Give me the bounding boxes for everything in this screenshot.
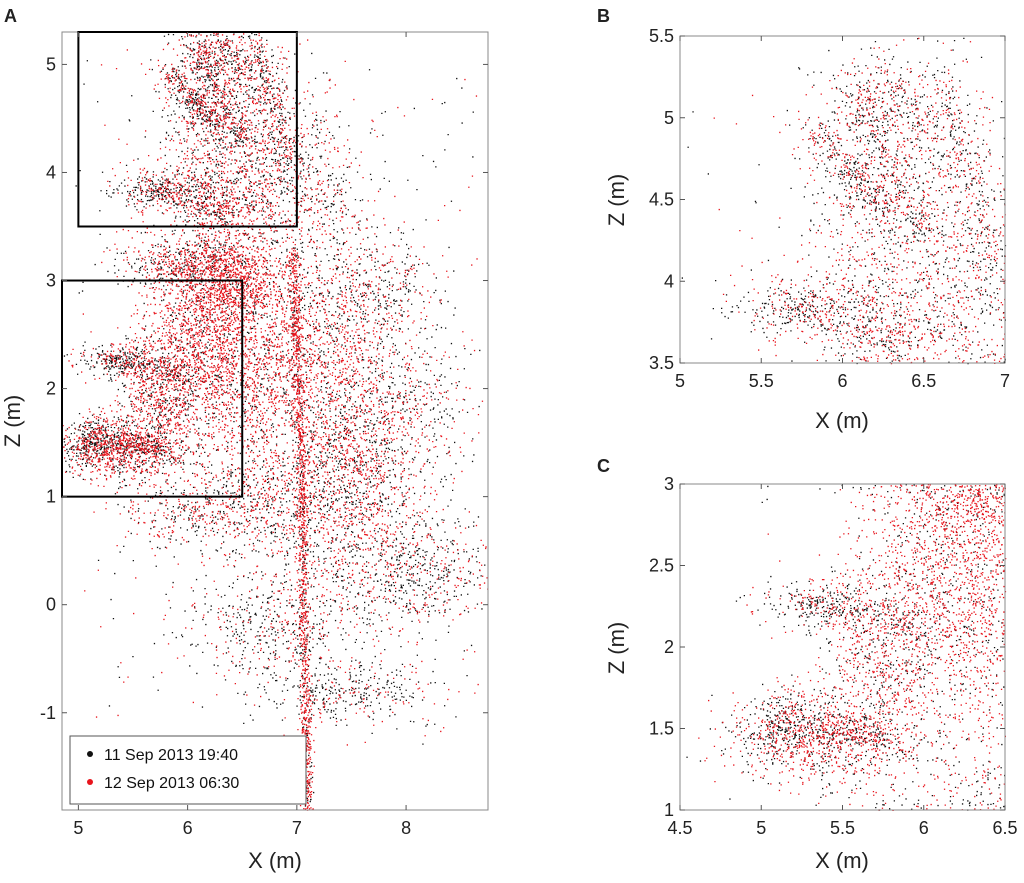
panel-a-y-tick-label: 2 <box>46 379 56 399</box>
panel-c-y-tick-label: 1 <box>664 800 674 820</box>
legend-marker-sep11 <box>87 751 93 757</box>
panel-c-y-axis-label: Z (m) <box>604 622 629 675</box>
panel-b-points-sep11 <box>681 37 1007 365</box>
panel-c-x-tick-label: 4.5 <box>667 818 692 838</box>
panel-b: B 5 5.5 6 6.5 7 3.5 4 4.5 5 5.5 X (m) Z (m) <box>597 6 1010 433</box>
panel-b-y-tick-label: 3.5 <box>649 353 674 373</box>
panel-a-y-axis-label: Z (m) <box>0 395 25 448</box>
panel-a-y-tick-label: -1 <box>40 703 56 723</box>
panel-c-x-tick-label: 6 <box>919 818 929 838</box>
panel-b-ticks: 5 5.5 6 6.5 7 3.5 4 4.5 5 5.5 <box>649 26 1010 391</box>
panel-b-y-tick-label: 4 <box>664 271 674 291</box>
panel-c-y-tick-label: 2 <box>664 637 674 657</box>
panel-c-x-tick-label: 5 <box>756 818 766 838</box>
panel-b-x-tick-label: 5 <box>675 371 685 391</box>
panel-c-y-tick-label: 2.5 <box>649 556 674 576</box>
panel-a-x-tick-label: 5 <box>73 818 83 838</box>
legend-marker-sep12 <box>87 779 93 785</box>
panel-a-points-sep11 <box>63 32 486 807</box>
panel-a: A 5 6 7 8 -1 0 1 2 3 4 5 X (m) Z (m) 11 Sep 2013 1… <box>0 6 489 873</box>
panel-a-y-tick-label: 3 <box>46 271 56 291</box>
panel-c-ticks: 4.5 5 5.5 6 6.5 1 1.5 2 2.5 3 <box>649 474 1018 838</box>
panel-a-x-tick-label: 8 <box>401 818 411 838</box>
panel-b-x-axis-label: X (m) <box>815 408 869 433</box>
panel-b-x-tick-label: 7 <box>1000 371 1010 391</box>
panel-c-x-axis-label: X (m) <box>815 848 869 873</box>
panel-b-y-tick-label: 5.5 <box>649 26 674 46</box>
panel-a-x-axis-label: X (m) <box>248 848 302 873</box>
panel-b-x-tick-label: 5.5 <box>749 371 774 391</box>
panel-a-y-tick-label: 1 <box>46 487 56 507</box>
panel-b-axes-frame <box>679 35 1006 364</box>
panel-c-points-sep12 <box>698 484 1007 811</box>
panel-c: C 4.5 5 5.5 6 6.5 1 1.5 2 2.5 3 X (m) Z (m) <box>597 456 1018 873</box>
legend-box <box>69 735 307 805</box>
panel-a-y-tick-label: 5 <box>46 54 56 74</box>
legend-label-sep11: 11 Sep 2013 19:40 <box>104 747 238 764</box>
panel-a-label: A <box>4 6 17 26</box>
panel-c-x-tick-label: 5.5 <box>830 818 855 838</box>
panel-b-label: B <box>597 6 610 26</box>
panel-b-point-cloud <box>681 37 1007 365</box>
panel-b-x-tick-label: 6 <box>837 371 847 391</box>
panel-a-x-tick-label: 6 <box>183 818 193 838</box>
panel-a-ticks: 5 6 7 8 -1 0 1 2 3 4 5 <box>40 32 488 838</box>
panel-c-label: C <box>597 456 610 476</box>
panel-a-x-tick-label: 7 <box>292 818 302 838</box>
panel-b-y-tick-label: 4.5 <box>649 190 674 210</box>
panel-a-point-cloud <box>62 32 489 811</box>
panel-a-y-tick-label: 0 <box>46 595 56 615</box>
legend: 11 Sep 2013 19:40 12 Sep 2013 06:30 <box>69 735 307 805</box>
panel-c-y-tick-label: 1.5 <box>649 719 674 739</box>
legend-label-sep12: 12 Sep 2013 06:30 <box>104 775 239 792</box>
panel-c-y-tick-label: 3 <box>664 474 674 494</box>
panel-a-y-tick-label: 4 <box>46 162 56 182</box>
panel-c-x-tick-label: 6.5 <box>992 818 1017 838</box>
panel-b-y-tick-label: 5 <box>664 108 674 128</box>
panel-b-x-tick-label: 6.5 <box>911 371 936 391</box>
panel-b-y-axis-label: Z (m) <box>604 174 629 227</box>
panel-a-points-sep12 <box>62 32 489 811</box>
panel-c-point-cloud <box>686 484 1007 811</box>
